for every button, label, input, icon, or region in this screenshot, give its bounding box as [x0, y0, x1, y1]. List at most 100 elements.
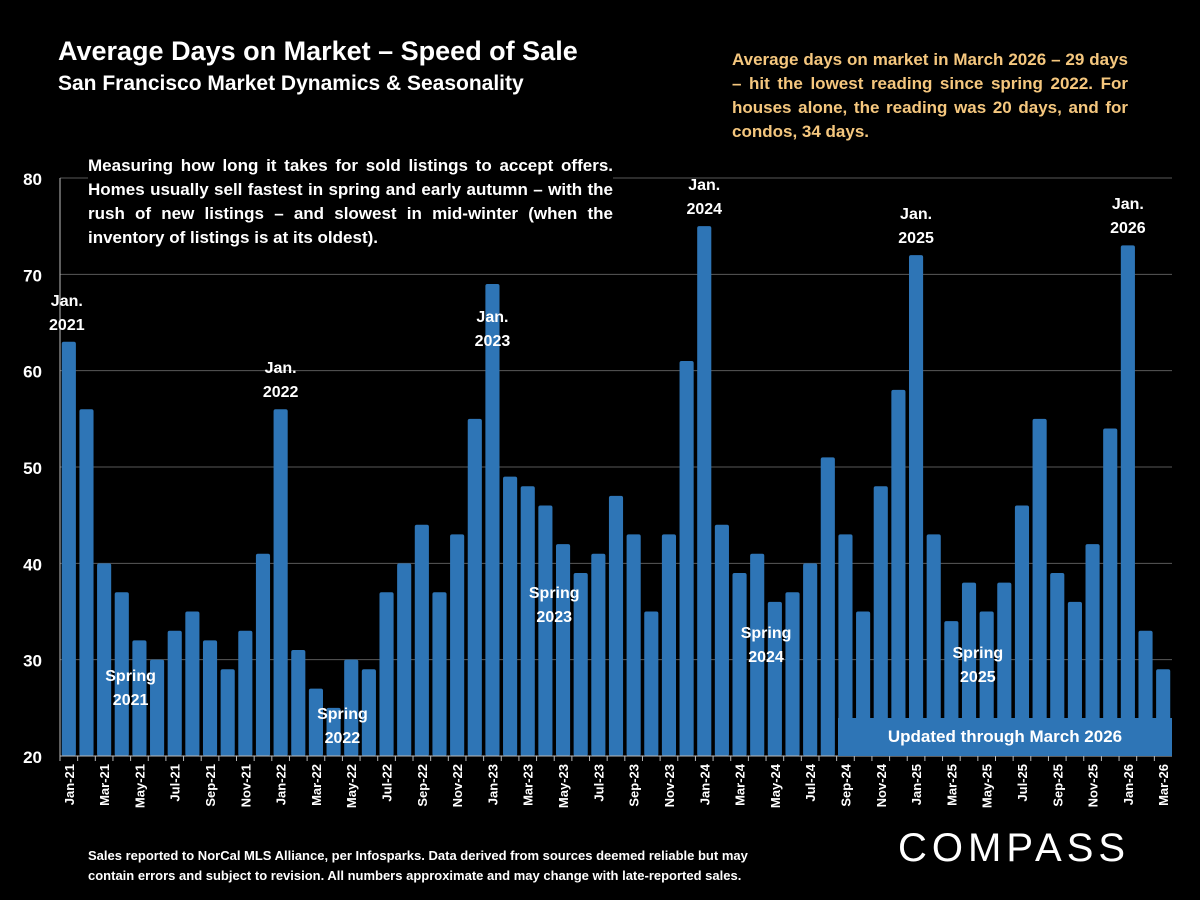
bar-Aug-25	[1032, 418, 1047, 756]
x-tick-label: Jan-24	[697, 763, 712, 805]
bar-Jul-21	[167, 630, 182, 756]
annotation-line-2: 2021	[112, 692, 149, 709]
callout-note: Average days on market in March 2026 – 2…	[732, 50, 1128, 141]
bar-Jan-23	[485, 283, 500, 756]
x-tick-label: Nov-22	[450, 764, 465, 807]
spring-annotation: Spring 2023	[529, 582, 580, 630]
january-annotation: Jan. 2021	[49, 290, 85, 338]
annotation-line-2: 2026	[1110, 220, 1146, 238]
bar-Dec-21	[255, 553, 271, 756]
annotation-line-1: Jan.	[900, 206, 933, 224]
bar-Dec-22	[467, 418, 482, 756]
footnote-line-1: Sales reported to NorCal MLS Alliance, p…	[88, 848, 748, 863]
y-tick-label: 30	[23, 652, 42, 671]
bar-Aug-24	[820, 457, 835, 756]
bar-Sep-24	[838, 534, 853, 756]
x-tick-label: Mar-21	[97, 764, 112, 806]
spring-annotation: Spring 2022	[317, 703, 368, 751]
annotation-line-1: Jan.	[476, 308, 509, 326]
annotation-line-2: 2024	[748, 649, 784, 666]
bar-May-22	[344, 659, 359, 756]
bar-Sep-21	[202, 640, 218, 756]
annotation-line-1: Spring	[740, 625, 792, 642]
x-tick-label: Jul-24	[803, 763, 818, 801]
bar-Feb-21	[79, 409, 94, 756]
y-tick-label: 80	[23, 170, 42, 189]
bar-Apr-21	[114, 592, 129, 756]
january-annotation: Jan. 2024	[686, 174, 722, 222]
bar-Apr-25	[961, 582, 977, 756]
x-tick-label: Mar-22	[309, 764, 324, 806]
spring-annotation: Spring 2025	[952, 642, 1003, 690]
bar-Nov-25	[1085, 544, 1100, 756]
bar-May-21	[132, 640, 147, 756]
bar-Feb-24	[714, 524, 729, 756]
bar-Jan-25	[909, 255, 924, 757]
bar-Jan-21	[61, 341, 76, 756]
spring-annotation: Spring 2021	[105, 665, 156, 713]
x-tick-label: May-22	[344, 764, 359, 808]
annotation-line-1: Jan.	[264, 360, 297, 378]
bar-Dec-23	[679, 361, 694, 756]
annotation-line-1: Jan.	[1111, 196, 1144, 214]
y-tick-label: 20	[23, 748, 42, 767]
annotation-line-2: 2025	[898, 230, 934, 248]
x-tick-label: Sep-24	[838, 763, 853, 806]
x-tick-label: Nov-21	[238, 764, 253, 807]
bar-Apr-23	[538, 505, 553, 756]
bar-Oct-22	[432, 592, 447, 756]
x-tick-label: Mar-26	[1156, 764, 1171, 806]
annotation-line-2: 2022	[262, 384, 299, 402]
bar-Jul-25	[1014, 505, 1030, 756]
x-tick-label: Sep-23	[627, 764, 642, 807]
x-tick-label: Jul-25	[1015, 764, 1030, 802]
bar-Jan-24	[697, 226, 712, 756]
y-tick-label: 50	[23, 459, 42, 478]
bar-Feb-22	[291, 650, 306, 756]
x-tick-label: May-25	[980, 764, 995, 808]
bar-Apr-22	[326, 707, 341, 756]
x-tick-label: Jul-23	[591, 764, 606, 802]
annotation-line-2: 2025	[960, 669, 996, 686]
compass-logo: COMPASS	[898, 826, 1131, 870]
bar-May-24	[767, 601, 782, 756]
bar-Mar-22	[308, 688, 323, 756]
footnote-line-2: contain errors and subject to revision. …	[88, 868, 742, 883]
annotation-line-1: Jan.	[688, 177, 721, 195]
bar-Jul-23	[591, 553, 606, 756]
updated-banner: Updated through March 2026	[838, 718, 1172, 756]
bar-Mar-24	[732, 572, 747, 756]
bar-Oct-23	[644, 611, 659, 756]
bar-Jun-25	[997, 582, 1012, 756]
bar-Jun-23	[573, 572, 588, 756]
x-tick-label: Nov-23	[662, 764, 677, 807]
january-annotation: Jan. 2022	[263, 357, 299, 405]
spring-annotation: Spring 2024	[741, 622, 792, 670]
bar-Oct-25	[1067, 601, 1082, 756]
bar-Nov-24	[873, 486, 888, 756]
annotation-line-1: Spring	[317, 706, 368, 723]
bar-Nov-22	[450, 534, 465, 756]
bar-May-23	[555, 544, 571, 756]
annotation-line-1: Spring	[952, 645, 1004, 662]
annotation-line-2: 2023	[536, 609, 573, 626]
bar-Apr-24	[750, 553, 765, 756]
x-tick-label: Jul-21	[168, 764, 183, 802]
chart-title: Average Days on Market – Speed of Sale	[58, 36, 578, 66]
january-annotation: Jan. 2026	[1110, 193, 1146, 241]
bar-Jun-24	[785, 592, 800, 756]
bar-Jul-24	[803, 563, 818, 756]
bar-Jun-21	[150, 659, 165, 756]
january-annotation: Jan. 2025	[898, 203, 934, 251]
bar-Mar-23	[520, 486, 535, 756]
bar-Aug-21	[185, 611, 200, 756]
x-tick-label: Mar-25	[944, 764, 959, 806]
bar-Sep-25	[1050, 572, 1065, 756]
annotation-line-1: Spring	[105, 668, 156, 685]
x-tick-label: May-24	[768, 763, 783, 808]
annotation-line-2: 2022	[324, 730, 361, 747]
bar-Nov-23	[661, 534, 677, 756]
x-tick-label: Mar-24	[733, 763, 748, 806]
annotation-line-2: 2024	[686, 201, 723, 219]
x-tick-label: Jan-21	[62, 764, 77, 805]
